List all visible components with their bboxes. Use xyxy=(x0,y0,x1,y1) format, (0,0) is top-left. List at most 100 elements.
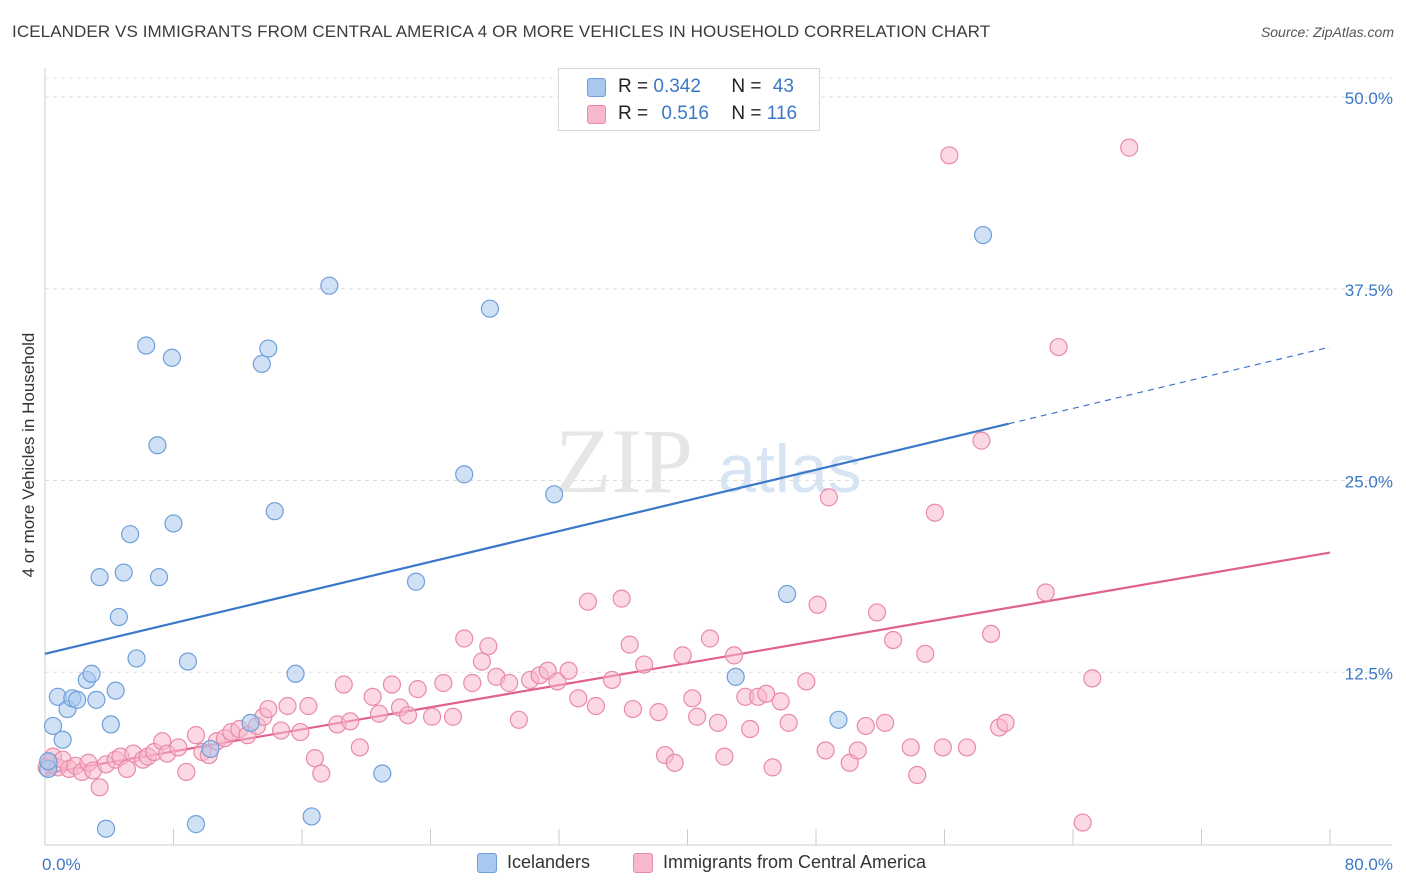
point-immigrants xyxy=(334,675,353,694)
legend-r-label: R = xyxy=(618,76,649,97)
point-immigrants xyxy=(724,646,744,665)
point-immigrants xyxy=(177,762,196,782)
point-icelanders xyxy=(320,276,339,295)
point-icelanders xyxy=(164,514,183,533)
watermark: ZIP atlas xyxy=(555,410,862,512)
point-immigrants xyxy=(741,719,760,739)
point-immigrants xyxy=(957,738,977,757)
point-immigrants xyxy=(1120,138,1139,157)
point-icelanders xyxy=(259,339,278,358)
point-icelanders xyxy=(101,715,120,734)
point-immigrants xyxy=(808,595,827,614)
point-immigrants xyxy=(186,726,206,745)
point-immigrants xyxy=(423,707,442,726)
point-immigrants xyxy=(350,738,369,757)
legend-swatch-immigrants xyxy=(587,104,606,124)
gridlines xyxy=(45,77,1392,673)
point-icelanders xyxy=(43,716,63,736)
correlation-legend: R = 0.342 N = 43 R = 0.516 N = 116 xyxy=(558,68,820,131)
bottom-legend-icelanders: Icelanders xyxy=(477,852,590,873)
point-immigrants xyxy=(586,696,606,716)
point-icelanders xyxy=(241,713,260,732)
point-icelanders xyxy=(265,502,284,521)
point-immigrants xyxy=(819,488,838,507)
point-icelanders xyxy=(373,764,392,783)
point-immigrants xyxy=(363,687,382,706)
point-immigrants xyxy=(434,673,453,693)
point-icelanders xyxy=(829,710,848,729)
point-immigrants xyxy=(548,672,567,691)
point-immigrants xyxy=(312,764,331,783)
point-immigrants xyxy=(816,741,835,760)
point-icelanders xyxy=(127,649,146,668)
trend-line-icelanders xyxy=(44,422,1010,655)
source-credit: Source: ZipAtlas.com xyxy=(1260,24,1394,40)
point-immigrants xyxy=(883,630,903,650)
point-icelanders xyxy=(726,667,745,686)
point-icelanders xyxy=(455,465,474,484)
bottom-legend-label: Immigrants from Central America xyxy=(663,852,927,872)
point-immigrants xyxy=(771,692,790,711)
point-immigrants xyxy=(509,710,528,729)
point-immigrants xyxy=(305,749,324,768)
point-immigrants xyxy=(635,655,654,674)
point-immigrants xyxy=(259,699,278,719)
point-icelanders xyxy=(82,664,101,683)
point-icelanders xyxy=(90,568,109,587)
point-immigrants xyxy=(908,765,927,785)
point-immigrants xyxy=(559,661,578,680)
point-immigrants xyxy=(867,603,887,622)
point-immigrants xyxy=(916,644,935,663)
point-immigrants xyxy=(673,646,692,665)
point-immigrants xyxy=(996,713,1015,732)
point-immigrants xyxy=(291,722,310,742)
legend-n-label: N = xyxy=(731,103,762,124)
point-immigrants xyxy=(940,146,959,165)
point-immigrants xyxy=(278,696,297,716)
point-icelanders xyxy=(137,336,156,355)
legend-n-label: N = xyxy=(731,76,762,97)
point-immigrants xyxy=(763,758,782,777)
point-icelanders xyxy=(87,690,106,709)
point-icelanders xyxy=(178,652,198,671)
point-immigrants xyxy=(875,713,895,732)
point-immigrants xyxy=(578,592,598,611)
bottom-legend-label: Icelanders xyxy=(507,852,591,872)
point-immigrants xyxy=(1073,813,1092,832)
point-immigrants xyxy=(1083,669,1102,688)
point-immigrants xyxy=(981,624,1001,644)
point-icelanders xyxy=(106,681,125,700)
point-icelanders xyxy=(148,436,167,455)
legend-n-value: 116 xyxy=(766,103,798,124)
point-immigrants xyxy=(683,689,702,708)
trend-line-extension xyxy=(1008,346,1331,425)
legend-r-value: 0.342 xyxy=(653,76,701,97)
point-icelanders xyxy=(286,664,305,683)
point-immigrants xyxy=(757,684,776,703)
data-points xyxy=(37,138,1139,838)
point-icelanders xyxy=(186,815,206,834)
watermark-atlas: atlas xyxy=(718,431,862,507)
point-icelanders xyxy=(545,485,564,504)
point-immigrants xyxy=(933,738,952,757)
point-immigrants xyxy=(479,637,498,656)
point-immigrants xyxy=(901,738,920,757)
axes xyxy=(44,68,1392,846)
point-immigrants xyxy=(443,707,463,726)
point-immigrants xyxy=(382,675,402,694)
point-icelanders xyxy=(973,225,993,245)
point-immigrants xyxy=(612,589,631,608)
point-immigrants xyxy=(117,759,137,778)
point-icelanders xyxy=(68,690,87,709)
bottom-swatch-immigrants xyxy=(633,852,653,873)
point-immigrants xyxy=(408,680,427,699)
point-icelanders xyxy=(149,568,169,587)
point-immigrants xyxy=(341,712,360,731)
point-immigrants xyxy=(455,629,474,648)
point-immigrants xyxy=(1036,583,1055,602)
point-icelanders xyxy=(162,348,181,367)
point-icelanders xyxy=(406,572,426,591)
bottom-swatch-icelanders xyxy=(477,852,497,873)
legend-n-value: 43 xyxy=(772,76,794,97)
point-immigrants xyxy=(700,629,720,648)
